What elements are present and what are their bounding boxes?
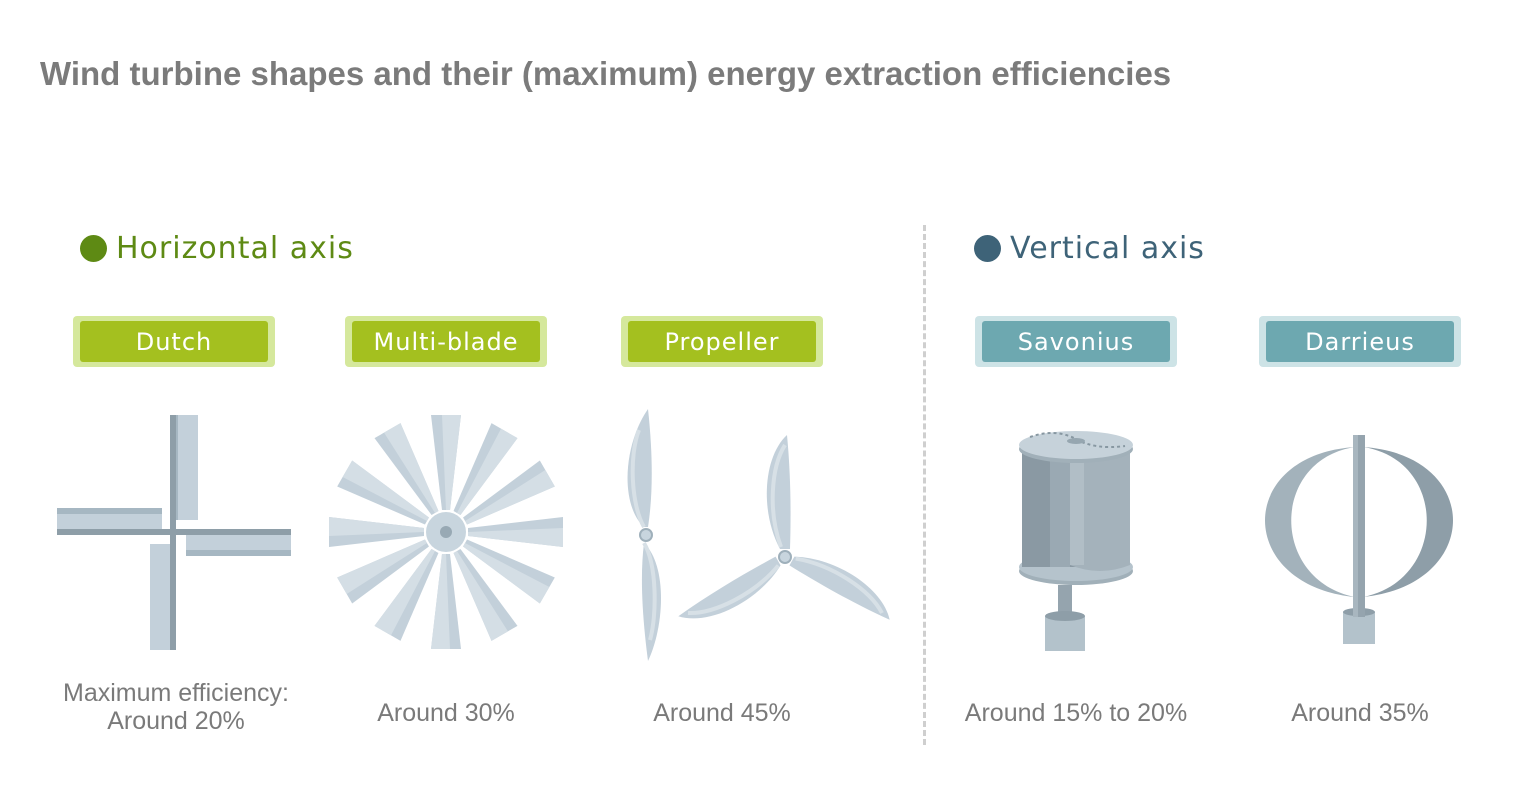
multi-blade-blade (337, 460, 429, 525)
propeller-blade (789, 556, 890, 620)
propeller-two-blade-rotor (627, 409, 662, 661)
multi-blade-turbine-illustration (329, 415, 563, 649)
multi-blade-blade (431, 415, 461, 510)
propeller-blade (766, 435, 791, 549)
horizontal-axis-dot-icon (80, 234, 107, 262)
type-label-darrieus-text: Darrieus (1266, 321, 1454, 362)
vertical-axis-dot-icon (974, 234, 1001, 262)
savonius-turbine-illustration (1019, 431, 1133, 651)
multi-blade-blade (463, 539, 555, 604)
multi-blade-blade (453, 423, 518, 515)
caption-propeller-line-1: Around 45% (653, 699, 791, 727)
caption-dutch: Maximum efficiency: Around 20% (36, 679, 316, 735)
section-heading-vertical-axis: Vertical axis (974, 228, 1205, 268)
multi-blade-blade (374, 549, 439, 641)
type-label-savonius-text: Savonius (982, 321, 1170, 362)
vertical-axis-label: Vertical axis (1010, 230, 1205, 266)
caption-savonius-line-1: Around 15% to 20% (964, 699, 1188, 727)
propeller-turbine-illustration (627, 409, 890, 661)
multi-blade-blade (337, 539, 429, 604)
caption-dutch-line-1: Maximum efficiency: (63, 679, 289, 707)
type-label-dutch-text: Dutch (80, 321, 268, 362)
section-divider (923, 225, 926, 745)
horizontal-axis-label: Horizontal axis (116, 230, 354, 266)
dutch-frame (57, 415, 291, 650)
caption-savonius: Around 15% to 20% (936, 699, 1216, 727)
multi-blade-blade (329, 517, 424, 547)
multi-blade-blade (431, 554, 461, 649)
type-label-dutch: Dutch (73, 316, 275, 367)
multi-blade-axle (440, 526, 452, 538)
section-heading-horizontal-axis: Horizontal axis (80, 228, 354, 268)
type-label-propeller-text: Propeller (628, 321, 816, 362)
caption-multi-blade-line-1: Around 30% (377, 699, 515, 727)
multi-blade-blade (453, 549, 518, 641)
page-title: Wind turbine shapes and their (maximum) … (40, 55, 1172, 92)
propeller-three-blade-rotor (678, 435, 890, 620)
type-label-savonius: Savonius (975, 316, 1177, 367)
dutch-turbine-illustration (57, 415, 291, 650)
caption-multi-blade: Around 30% (306, 699, 586, 727)
multi-blade-blade (468, 517, 563, 547)
propeller-blade (678, 556, 781, 619)
type-label-multi-blade: Multi-blade (345, 316, 547, 367)
caption-dutch-line-2: Around 20% (107, 707, 245, 735)
type-label-propeller: Propeller (621, 316, 823, 367)
multi-blade-blade (374, 423, 439, 515)
caption-darrieus: Around 35% (1220, 699, 1500, 727)
caption-propeller: Around 45% (582, 699, 862, 727)
multi-blade-rotor (329, 415, 563, 649)
darrieus-turbine-illustration (1265, 435, 1453, 644)
type-label-darrieus: Darrieus (1259, 316, 1461, 367)
type-label-multi-blade-text: Multi-blade (352, 321, 540, 362)
caption-darrieus-line-1: Around 35% (1291, 699, 1429, 727)
multi-blade-blade (463, 460, 555, 525)
